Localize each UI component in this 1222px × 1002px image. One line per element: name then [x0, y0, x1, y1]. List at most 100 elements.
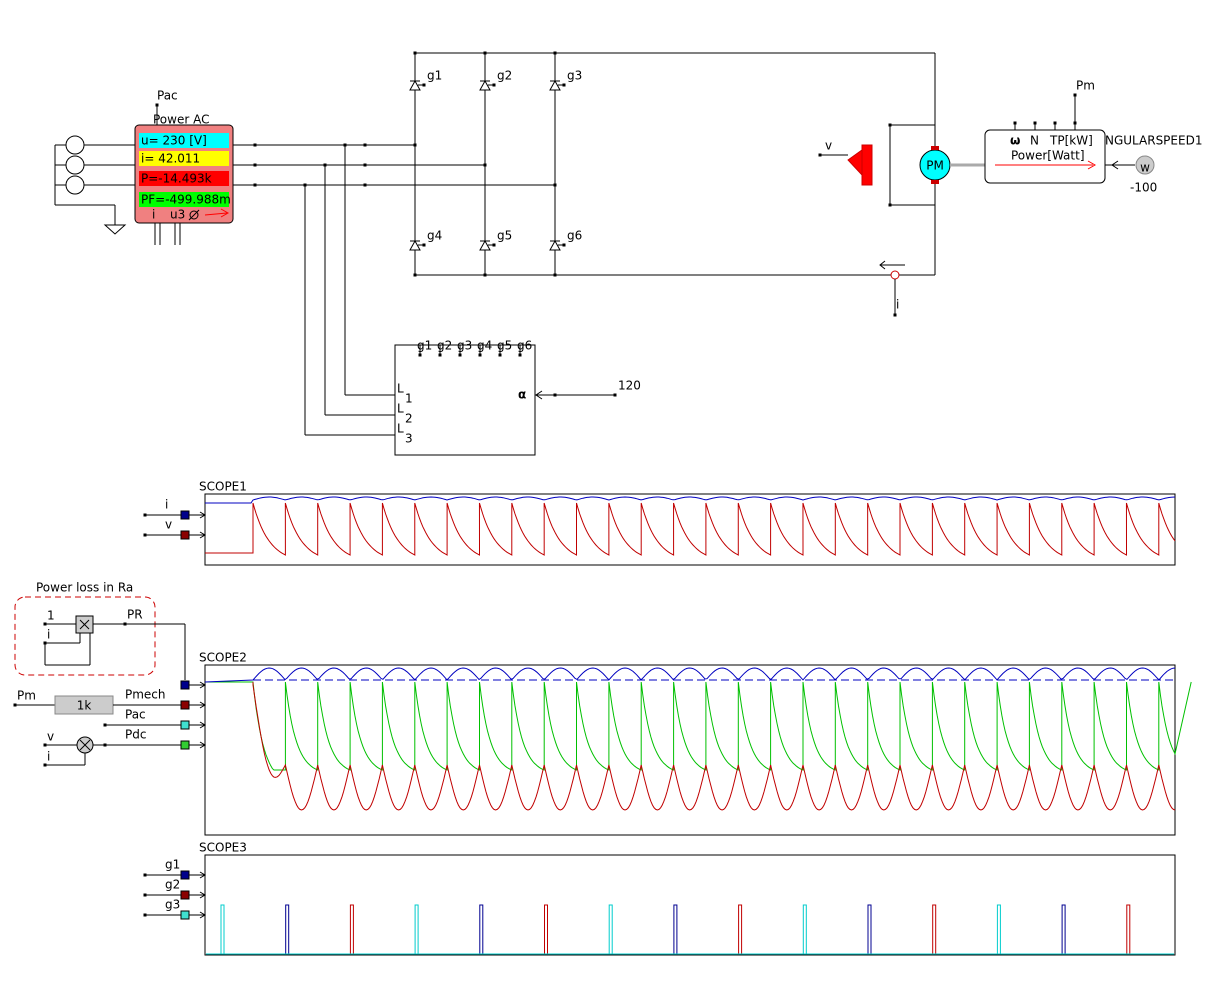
junction: [363, 183, 367, 187]
label: N: [1030, 134, 1039, 148]
label: 1: [405, 392, 413, 406]
label: L: [397, 422, 404, 436]
junction: [253, 183, 257, 187]
junction: [422, 83, 426, 87]
loss-group: [14, 596, 156, 676]
arrow-head: [199, 511, 206, 519]
label: PR: [127, 608, 143, 622]
gate-label: g4: [477, 339, 492, 353]
motor-label: PM: [926, 159, 944, 173]
junction: [562, 243, 566, 247]
junction: [613, 393, 617, 397]
pulse: [349, 904, 354, 954]
waveform: [204, 667, 1176, 683]
label: Pm: [1076, 79, 1095, 93]
label: i: [165, 498, 168, 512]
arrow-head: [1087, 160, 1097, 170]
reading-bg: [139, 192, 229, 207]
arrow-head: [199, 891, 206, 899]
label: ω: [1010, 134, 1020, 148]
junction: [143, 533, 147, 537]
scope: [204, 664, 1176, 836]
junction: [483, 273, 487, 277]
label: v: [825, 139, 832, 153]
junction: [1033, 121, 1037, 125]
label: g1: [165, 858, 180, 872]
junction: [888, 123, 892, 127]
junction: [483, 51, 487, 55]
junction: [478, 353, 482, 357]
voltage-probe: [861, 144, 873, 186]
gate-label: g5: [497, 339, 512, 353]
current-sensor: [890, 270, 900, 280]
gate-label: g2: [497, 69, 512, 83]
label: L: [397, 402, 404, 416]
junction: [363, 163, 367, 167]
scope-input: [180, 680, 190, 690]
label: v: [165, 518, 172, 532]
label: 2: [405, 412, 413, 426]
gate-label: g1: [417, 339, 432, 353]
gate-label: g6: [517, 339, 532, 353]
reading-bg: [139, 133, 229, 148]
arrow-head: [199, 741, 206, 749]
label: -100: [1130, 181, 1157, 195]
scope: [204, 493, 1176, 566]
junction: [363, 143, 367, 147]
junction: [422, 243, 426, 247]
scope-input: [180, 530, 190, 540]
label: Pac: [125, 708, 146, 722]
gate-label: g1: [427, 69, 442, 83]
gate-label: g3: [457, 339, 472, 353]
junction: [43, 622, 47, 626]
label: i: [47, 628, 50, 642]
pulse: [996, 904, 1001, 954]
label: g3: [165, 898, 180, 912]
pulse: [544, 904, 548, 954]
pulse: [608, 904, 613, 954]
arrow-head: [1111, 160, 1119, 170]
wire: [79, 619, 90, 630]
scope-input: [180, 700, 190, 710]
label: i: [896, 298, 899, 312]
motor-terminal: [931, 146, 939, 150]
label: Pac: [157, 89, 178, 103]
waveform: [252, 682, 1176, 811]
reading: i= 42.011: [141, 152, 200, 166]
junction: [418, 353, 422, 357]
arrow-head: [199, 871, 206, 879]
label: NGULARSPEED1: [1105, 134, 1202, 148]
reading-bg: [139, 171, 229, 186]
motor-terminal: [931, 180, 939, 184]
junction: [143, 913, 147, 917]
speed-source: [1135, 155, 1155, 175]
junction: [483, 163, 487, 167]
junction: [43, 763, 47, 767]
arrow-head: [199, 911, 206, 919]
junction: [1073, 93, 1077, 97]
junction: [155, 103, 159, 107]
label: α: [518, 388, 526, 402]
label: 3: [405, 432, 413, 446]
loss-title-bg: [33, 580, 143, 594]
torque-sensor: [984, 129, 1106, 184]
junction: [43, 641, 47, 645]
wire: [188, 209, 200, 221]
junction: [1053, 121, 1057, 125]
arrow-head: [879, 260, 886, 270]
junction: [518, 353, 522, 357]
junction: [492, 243, 496, 247]
junction: [492, 83, 496, 87]
ground: [103, 224, 127, 235]
pulse: [1061, 904, 1066, 954]
junction: [143, 893, 147, 897]
label: Power AC: [153, 113, 209, 127]
junction: [553, 393, 557, 397]
label: i: [152, 208, 155, 222]
thyristor: [549, 239, 561, 251]
arrow-head: [199, 701, 206, 709]
waveform: [205, 681, 1192, 771]
label: Pmech: [125, 688, 166, 702]
label: TP[kW]: [1049, 134, 1093, 148]
reading: u= 230 [V]: [141, 134, 207, 148]
